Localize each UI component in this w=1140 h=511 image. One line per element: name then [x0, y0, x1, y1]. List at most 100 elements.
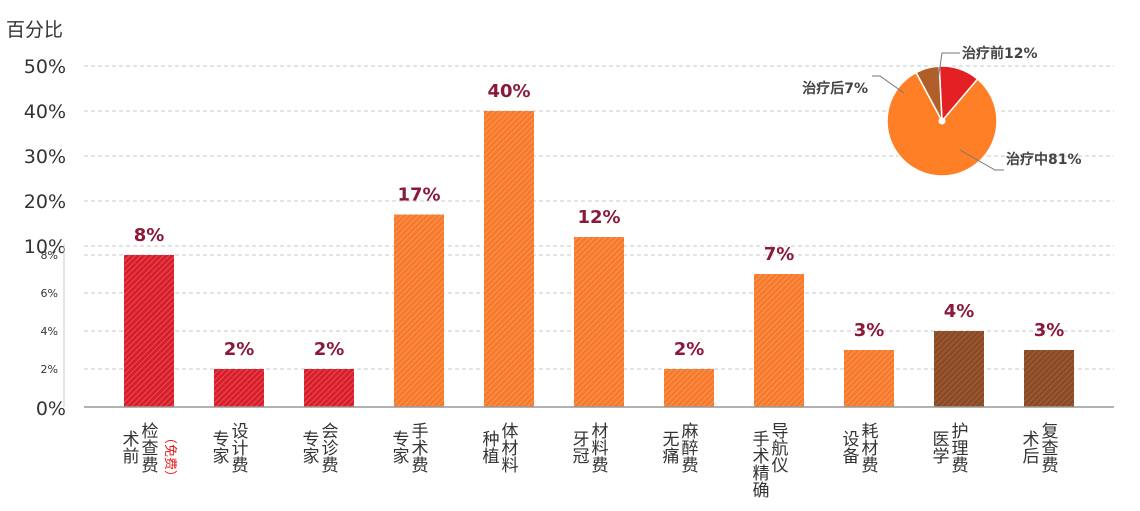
pie-slice-label: 治疗中81% [1006, 151, 1082, 168]
x-tick-char: 学 [933, 447, 950, 467]
bar [574, 237, 624, 407]
x-tick-char: 费 [952, 456, 969, 476]
x-tick-char: 设 [232, 422, 249, 442]
pie-leader-line [872, 75, 905, 94]
x-tick-char: 醉 [682, 439, 699, 459]
bar [484, 111, 534, 407]
x-tick-char: 费 [142, 456, 159, 476]
bar [214, 369, 264, 407]
x-tick-char: 手 [753, 430, 770, 450]
x-tick-char: 材 [592, 422, 609, 442]
x-tick-char: 种 [483, 430, 500, 450]
x-tick-char: 家 [303, 447, 320, 467]
x-tick-char: 确 [753, 481, 770, 501]
x-tick-char: 专 [213, 430, 230, 450]
pie-chart: 治疗前12% 治疗中81% 治疗后7% [802, 45, 1082, 177]
bar [124, 255, 174, 407]
y-tick-label: 2% [41, 363, 58, 376]
x-tick-char: 材 [862, 439, 879, 459]
x-tick-char: 航 [772, 439, 789, 459]
y-tick-label: 10% [24, 236, 66, 258]
x-tick-char: 术 [412, 439, 429, 459]
pie-slice-label: 治疗前12% [962, 45, 1038, 62]
y-tick-label: 30% [24, 146, 66, 168]
x-tick-char: 费 [1042, 456, 1059, 476]
x-tick-char: 费 [412, 456, 429, 476]
pie-leader-line [937, 52, 960, 81]
x-tick-char: 专 [303, 430, 320, 450]
x-tick-char: 专 [393, 430, 410, 450]
bar-value-label: 4% [944, 301, 975, 322]
bar-value-label: 7% [764, 244, 795, 265]
bar [754, 274, 804, 407]
x-tick-char: 术 [753, 447, 770, 467]
bar-value-label: 12% [577, 207, 620, 228]
bar [934, 331, 984, 407]
x-tick-char: 料 [592, 439, 609, 459]
x-tick-char: 精 [753, 464, 770, 484]
x-tick-char: 费 [682, 456, 699, 476]
bar [394, 214, 444, 407]
x-tick-char: 导 [772, 422, 789, 442]
x-tick-char: 医 [933, 430, 950, 450]
x-tick-note: （免费） [162, 431, 177, 483]
x-tick-char: 费 [322, 456, 339, 476]
y-tick-label: 20% [24, 191, 66, 213]
x-tick-char: 麻 [682, 422, 699, 442]
x-tick-char: 牙 [573, 430, 590, 450]
x-tick-char: 家 [213, 447, 230, 467]
y-tick-label: 8% [41, 249, 58, 262]
x-tick-char: 诊 [322, 439, 339, 459]
x-tick-char: 会 [322, 422, 339, 442]
x-tick-char: 前 [123, 447, 140, 467]
x-tick-char: 备 [843, 447, 860, 467]
y-tick-label: 50% [24, 56, 66, 78]
bar-value-label: 40% [487, 81, 530, 102]
x-tick-char: 耗 [862, 422, 879, 442]
x-tick-char: 复 [1042, 422, 1059, 442]
x-tick-char: 仪 [772, 456, 789, 476]
bar-value-label: 2% [674, 339, 705, 360]
x-tick-char: 检 [142, 422, 159, 442]
x-tick-char: 料 [502, 456, 519, 476]
y-tick-label: 0% [36, 398, 66, 420]
y-tick-label: 4% [41, 325, 58, 338]
x-tick-char: 家 [393, 447, 410, 467]
x-tick-char: 费 [592, 456, 609, 476]
bar [1024, 350, 1074, 407]
x-tick-char: 计 [232, 439, 249, 459]
x-tick-char: 查 [1042, 439, 1059, 459]
x-tick-char: 查 [142, 439, 159, 459]
bar [844, 350, 894, 407]
y-tick-label: 6% [41, 287, 58, 300]
x-tick-char: 体 [502, 422, 519, 442]
bar-value-label: 17% [397, 185, 440, 206]
bars: 8% 2% 2% 17% 40% 12% 2% 7% 3% 4% 3% [124, 81, 1074, 407]
x-tick-char: 费 [862, 456, 879, 476]
x-tick-char: 手 [412, 422, 429, 442]
x-tick-char: 费 [232, 456, 249, 476]
bar-value-label: 2% [224, 339, 255, 360]
x-tick-char: 设 [843, 430, 860, 450]
bar-value-label: 8% [134, 225, 165, 246]
bar-value-label: 3% [854, 320, 885, 341]
pie-slice-label: 治疗后7% [802, 80, 868, 97]
x-tick-char: 痛 [663, 447, 680, 467]
x-tick-char: 无 [663, 430, 680, 450]
y-axis-ticks: 50% 40% 30% 20% 10%8% 6% 4% 2% 0% [24, 56, 66, 420]
x-tick-char: 后 [1023, 447, 1040, 467]
pie-slice [915, 65, 943, 122]
